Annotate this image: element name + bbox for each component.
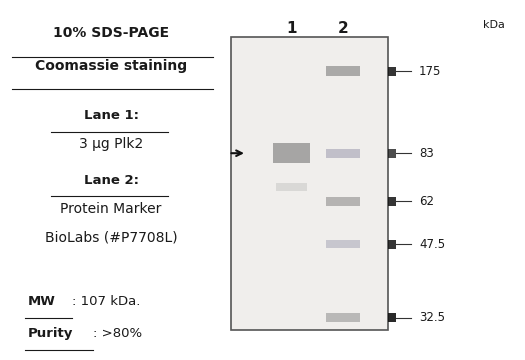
Text: Coomassie staining: Coomassie staining <box>35 59 187 73</box>
Text: Purity: Purity <box>27 327 73 340</box>
Text: 32.5: 32.5 <box>419 311 445 324</box>
Bar <box>388 149 396 158</box>
Text: : >80%: : >80% <box>93 327 142 340</box>
Text: 2: 2 <box>338 21 349 36</box>
Bar <box>276 183 307 191</box>
Text: : 107 kDa.: : 107 kDa. <box>72 295 140 308</box>
Bar <box>327 66 361 76</box>
Bar <box>327 240 361 248</box>
Bar <box>327 313 361 322</box>
Bar <box>327 149 361 158</box>
Text: 47.5: 47.5 <box>419 238 445 251</box>
Text: 62: 62 <box>419 195 434 208</box>
Text: 1: 1 <box>286 21 297 36</box>
Bar <box>388 67 396 76</box>
Text: 3 μg Plk2: 3 μg Plk2 <box>79 137 143 151</box>
Text: 10% SDS-PAGE: 10% SDS-PAGE <box>53 26 169 40</box>
Text: 175: 175 <box>419 64 442 77</box>
Text: Protein Marker: Protein Marker <box>60 202 162 216</box>
Bar <box>388 313 396 322</box>
Text: MW: MW <box>27 295 55 308</box>
Text: Lane 2:: Lane 2: <box>83 174 139 186</box>
Text: Lane 1:: Lane 1: <box>83 109 139 122</box>
Text: 83: 83 <box>419 147 434 160</box>
Text: BioLabs (#P7708L): BioLabs (#P7708L) <box>45 230 177 244</box>
Bar <box>388 240 396 249</box>
Bar <box>327 197 361 206</box>
Bar <box>273 143 310 163</box>
Bar <box>231 37 388 330</box>
Bar <box>388 197 396 206</box>
Text: kDa: kDa <box>484 19 506 30</box>
